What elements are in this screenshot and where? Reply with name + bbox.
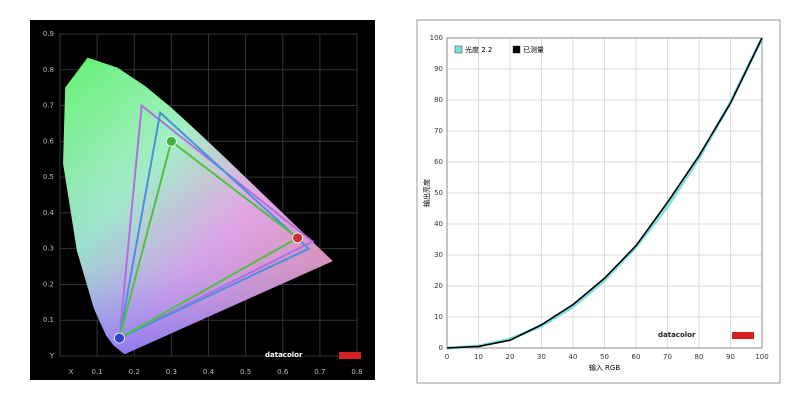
primary-point [292,232,304,244]
watermark-bar [732,332,754,339]
y-tick-label: 40 [434,220,443,228]
x-tick-label: 0.6 [277,368,289,376]
x-tick-label: 0.1 [92,368,103,376]
right-panel [416,19,781,384]
x-tick-label: 0.4 [203,368,215,376]
series-line [446,37,763,349]
y-tick-label: 10 [434,313,443,321]
x-tick-label: 0.2 [129,368,140,376]
y-tick-label: 0.1 [43,316,54,324]
x-tick-label: 0.5 [240,368,251,376]
x-tick-label: 20 [506,353,515,361]
x-tick-label: 80 [695,353,704,361]
watermark: datacolor [658,331,696,339]
gamut-triangle [117,139,300,341]
legend-swatch [512,45,521,54]
y-tick-label: 0.6 [43,137,55,145]
primary-point [165,135,177,147]
legend-swatch [454,45,463,54]
y-tick-label: 0.4 [43,209,55,217]
x-tick-label: 50 [600,353,609,361]
x-tick-label: 0 [445,353,449,361]
watermark-bar [339,352,361,359]
y-tick-label: 60 [434,158,443,166]
watermark: datacolor [265,351,303,359]
y-tick-label: 0.8 [43,66,54,74]
gamut-triangle [118,110,311,340]
x-tick-label: 10 [474,353,483,361]
y-tick-label: 30 [434,251,443,259]
x-tick-label: 60 [632,353,641,361]
y-tick-label: 50 [434,189,443,197]
y-tick-label: 0.9 [43,30,54,38]
x-tick-label: 0.7 [314,368,325,376]
y-axis-label: 输出亮度 [422,179,431,207]
y-tick-label: Y [49,352,55,360]
y-tick-label: 0.2 [43,280,54,288]
x-tick-label: 100 [755,353,768,361]
x-axis-label: 输入 RGB [589,363,621,372]
plot-frame [446,37,763,349]
legend-label: 已测量 [523,46,544,54]
y-tick-label: 0.5 [43,173,54,181]
x-tick-label: X [69,368,74,376]
y-tick-label: 90 [434,65,443,73]
x-tick-label: 70 [663,353,672,361]
x-tick-label: 0.3 [166,368,177,376]
y-tick-label: 0.3 [43,245,54,253]
x-tick-label: 40 [569,353,578,361]
y-tick-label: 80 [434,96,443,104]
legend-label: 光度 2.2 [465,45,492,54]
primary-point [114,332,125,344]
y-tick-label: 0 [439,344,443,352]
y-tick-label: 70 [434,127,443,135]
y-tick-label: 0.7 [43,102,54,110]
y-tick-label: 100 [430,34,443,42]
x-tick-label: 90 [726,353,735,361]
x-tick-label: 0.8 [351,368,362,376]
x-tick-label: 30 [537,353,546,361]
y-tick-label: 20 [434,282,443,290]
